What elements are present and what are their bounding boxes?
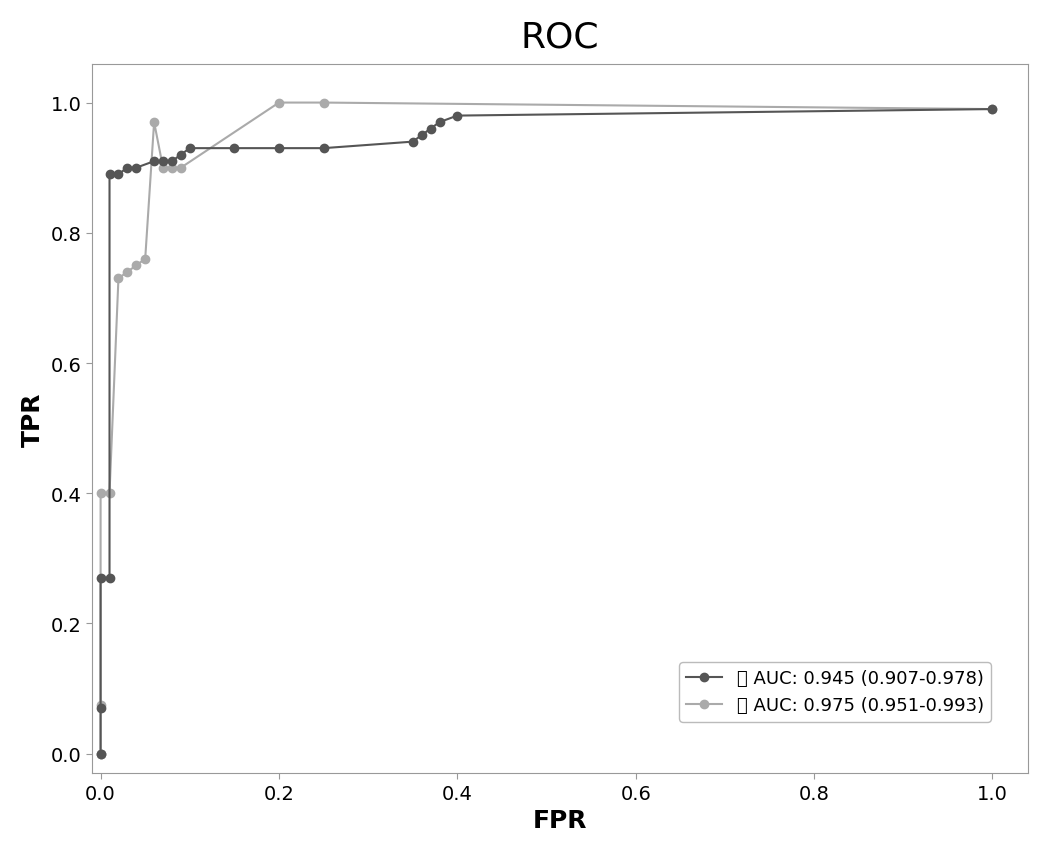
属 AUC: 0.945 (0.907-0.978): (0.08, 0.91): 0.945 (0.907-0.978): (0.08, 0.91): [166, 157, 178, 167]
种 AUC: 0.975 (0.951-0.993): (0.01, 0.4): 0.975 (0.951-0.993): (0.01, 0.4): [103, 489, 115, 499]
Line: 属 AUC: 0.945 (0.907-0.978): 属 AUC: 0.945 (0.907-0.978): [97, 106, 997, 758]
属 AUC: 0.945 (0.907-0.978): (0.35, 0.94): 0.945 (0.907-0.978): (0.35, 0.94): [406, 137, 419, 148]
属 AUC: 0.945 (0.907-0.978): (0, 0): 0.945 (0.907-0.978): (0, 0): [94, 749, 107, 759]
属 AUC: 0.945 (0.907-0.978): (0.36, 0.95): 0.945 (0.907-0.978): (0.36, 0.95): [415, 131, 428, 141]
种 AUC: 0.975 (0.951-0.993): (0.25, 1): 0.975 (0.951-0.993): (0.25, 1): [317, 98, 329, 108]
Legend: 属 AUC: 0.945 (0.907-0.978), 种 AUC: 0.975 (0.951-0.993): 属 AUC: 0.945 (0.907-0.978), 种 AUC: 0.975…: [679, 662, 991, 722]
种 AUC: 0.975 (0.951-0.993): (1, 0.99): 0.975 (0.951-0.993): (1, 0.99): [986, 105, 999, 115]
属 AUC: 0.945 (0.907-0.978): (0.02, 0.89): 0.945 (0.907-0.978): (0.02, 0.89): [112, 170, 125, 180]
属 AUC: 0.945 (0.907-0.978): (0.03, 0.9): 0.945 (0.907-0.978): (0.03, 0.9): [121, 164, 133, 174]
属 AUC: 0.945 (0.907-0.978): (0.01, 0.27): 0.945 (0.907-0.978): (0.01, 0.27): [103, 573, 115, 583]
X-axis label: FPR: FPR: [533, 809, 587, 833]
种 AUC: 0.975 (0.951-0.993): (0.08, 0.9): 0.975 (0.951-0.993): (0.08, 0.9): [166, 164, 178, 174]
种 AUC: 0.975 (0.951-0.993): (0.05, 0.76): 0.975 (0.951-0.993): (0.05, 0.76): [138, 254, 151, 264]
种 AUC: 0.975 (0.951-0.993): (0.02, 0.73): 0.975 (0.951-0.993): (0.02, 0.73): [112, 274, 125, 284]
属 AUC: 0.945 (0.907-0.978): (1, 0.99): 0.945 (0.907-0.978): (1, 0.99): [986, 105, 999, 115]
种 AUC: 0.975 (0.951-0.993): (0.04, 0.75): 0.975 (0.951-0.993): (0.04, 0.75): [130, 261, 143, 271]
属 AUC: 0.945 (0.907-0.978): (0.4, 0.98): 0.945 (0.907-0.978): (0.4, 0.98): [451, 112, 464, 122]
属 AUC: 0.945 (0.907-0.978): (0.01, 0.89): 0.945 (0.907-0.978): (0.01, 0.89): [103, 170, 115, 180]
种 AUC: 0.975 (0.951-0.993): (0.07, 0.9): 0.975 (0.951-0.993): (0.07, 0.9): [156, 164, 169, 174]
种 AUC: 0.975 (0.951-0.993): (0, 0.075): 0.975 (0.951-0.993): (0, 0.075): [94, 699, 107, 710]
属 AUC: 0.945 (0.907-0.978): (0.25, 0.93): 0.945 (0.907-0.978): (0.25, 0.93): [317, 144, 329, 154]
Y-axis label: TPR: TPR: [21, 392, 45, 446]
属 AUC: 0.945 (0.907-0.978): (0.09, 0.92): 0.945 (0.907-0.978): (0.09, 0.92): [174, 150, 187, 160]
种 AUC: 0.975 (0.951-0.993): (0.03, 0.74): 0.975 (0.951-0.993): (0.03, 0.74): [121, 267, 133, 277]
属 AUC: 0.945 (0.907-0.978): (0, 0.07): 0.945 (0.907-0.978): (0, 0.07): [94, 703, 107, 713]
属 AUC: 0.945 (0.907-0.978): (0.2, 0.93): 0.945 (0.907-0.978): (0.2, 0.93): [273, 144, 285, 154]
属 AUC: 0.945 (0.907-0.978): (0.37, 0.96): 0.945 (0.907-0.978): (0.37, 0.96): [424, 125, 436, 135]
属 AUC: 0.945 (0.907-0.978): (0.38, 0.97): 0.945 (0.907-0.978): (0.38, 0.97): [433, 118, 446, 128]
种 AUC: 0.975 (0.951-0.993): (0.2, 1): 0.975 (0.951-0.993): (0.2, 1): [273, 98, 285, 108]
种 AUC: 0.975 (0.951-0.993): (0.06, 0.97): 0.975 (0.951-0.993): (0.06, 0.97): [148, 118, 160, 128]
属 AUC: 0.945 (0.907-0.978): (0.06, 0.91): 0.945 (0.907-0.978): (0.06, 0.91): [148, 157, 160, 167]
属 AUC: 0.945 (0.907-0.978): (0.07, 0.91): 0.945 (0.907-0.978): (0.07, 0.91): [156, 157, 169, 167]
属 AUC: 0.945 (0.907-0.978): (0.15, 0.93): 0.945 (0.907-0.978): (0.15, 0.93): [228, 144, 240, 154]
种 AUC: 0.975 (0.951-0.993): (0.09, 0.9): 0.975 (0.951-0.993): (0.09, 0.9): [174, 164, 187, 174]
Line: 种 AUC: 0.975 (0.951-0.993): 种 AUC: 0.975 (0.951-0.993): [97, 99, 997, 758]
属 AUC: 0.945 (0.907-0.978): (0, 0.27): 0.945 (0.907-0.978): (0, 0.27): [94, 573, 107, 583]
属 AUC: 0.945 (0.907-0.978): (0.1, 0.93): 0.945 (0.907-0.978): (0.1, 0.93): [184, 144, 196, 154]
Title: ROC: ROC: [520, 20, 599, 55]
种 AUC: 0.975 (0.951-0.993): (0, 0): 0.975 (0.951-0.993): (0, 0): [94, 749, 107, 759]
属 AUC: 0.945 (0.907-0.978): (0.04, 0.9): 0.945 (0.907-0.978): (0.04, 0.9): [130, 164, 143, 174]
种 AUC: 0.975 (0.951-0.993): (0, 0.4): 0.975 (0.951-0.993): (0, 0.4): [94, 489, 107, 499]
种 AUC: 0.975 (0.951-0.993): (0, 0): 0.975 (0.951-0.993): (0, 0): [94, 749, 107, 759]
